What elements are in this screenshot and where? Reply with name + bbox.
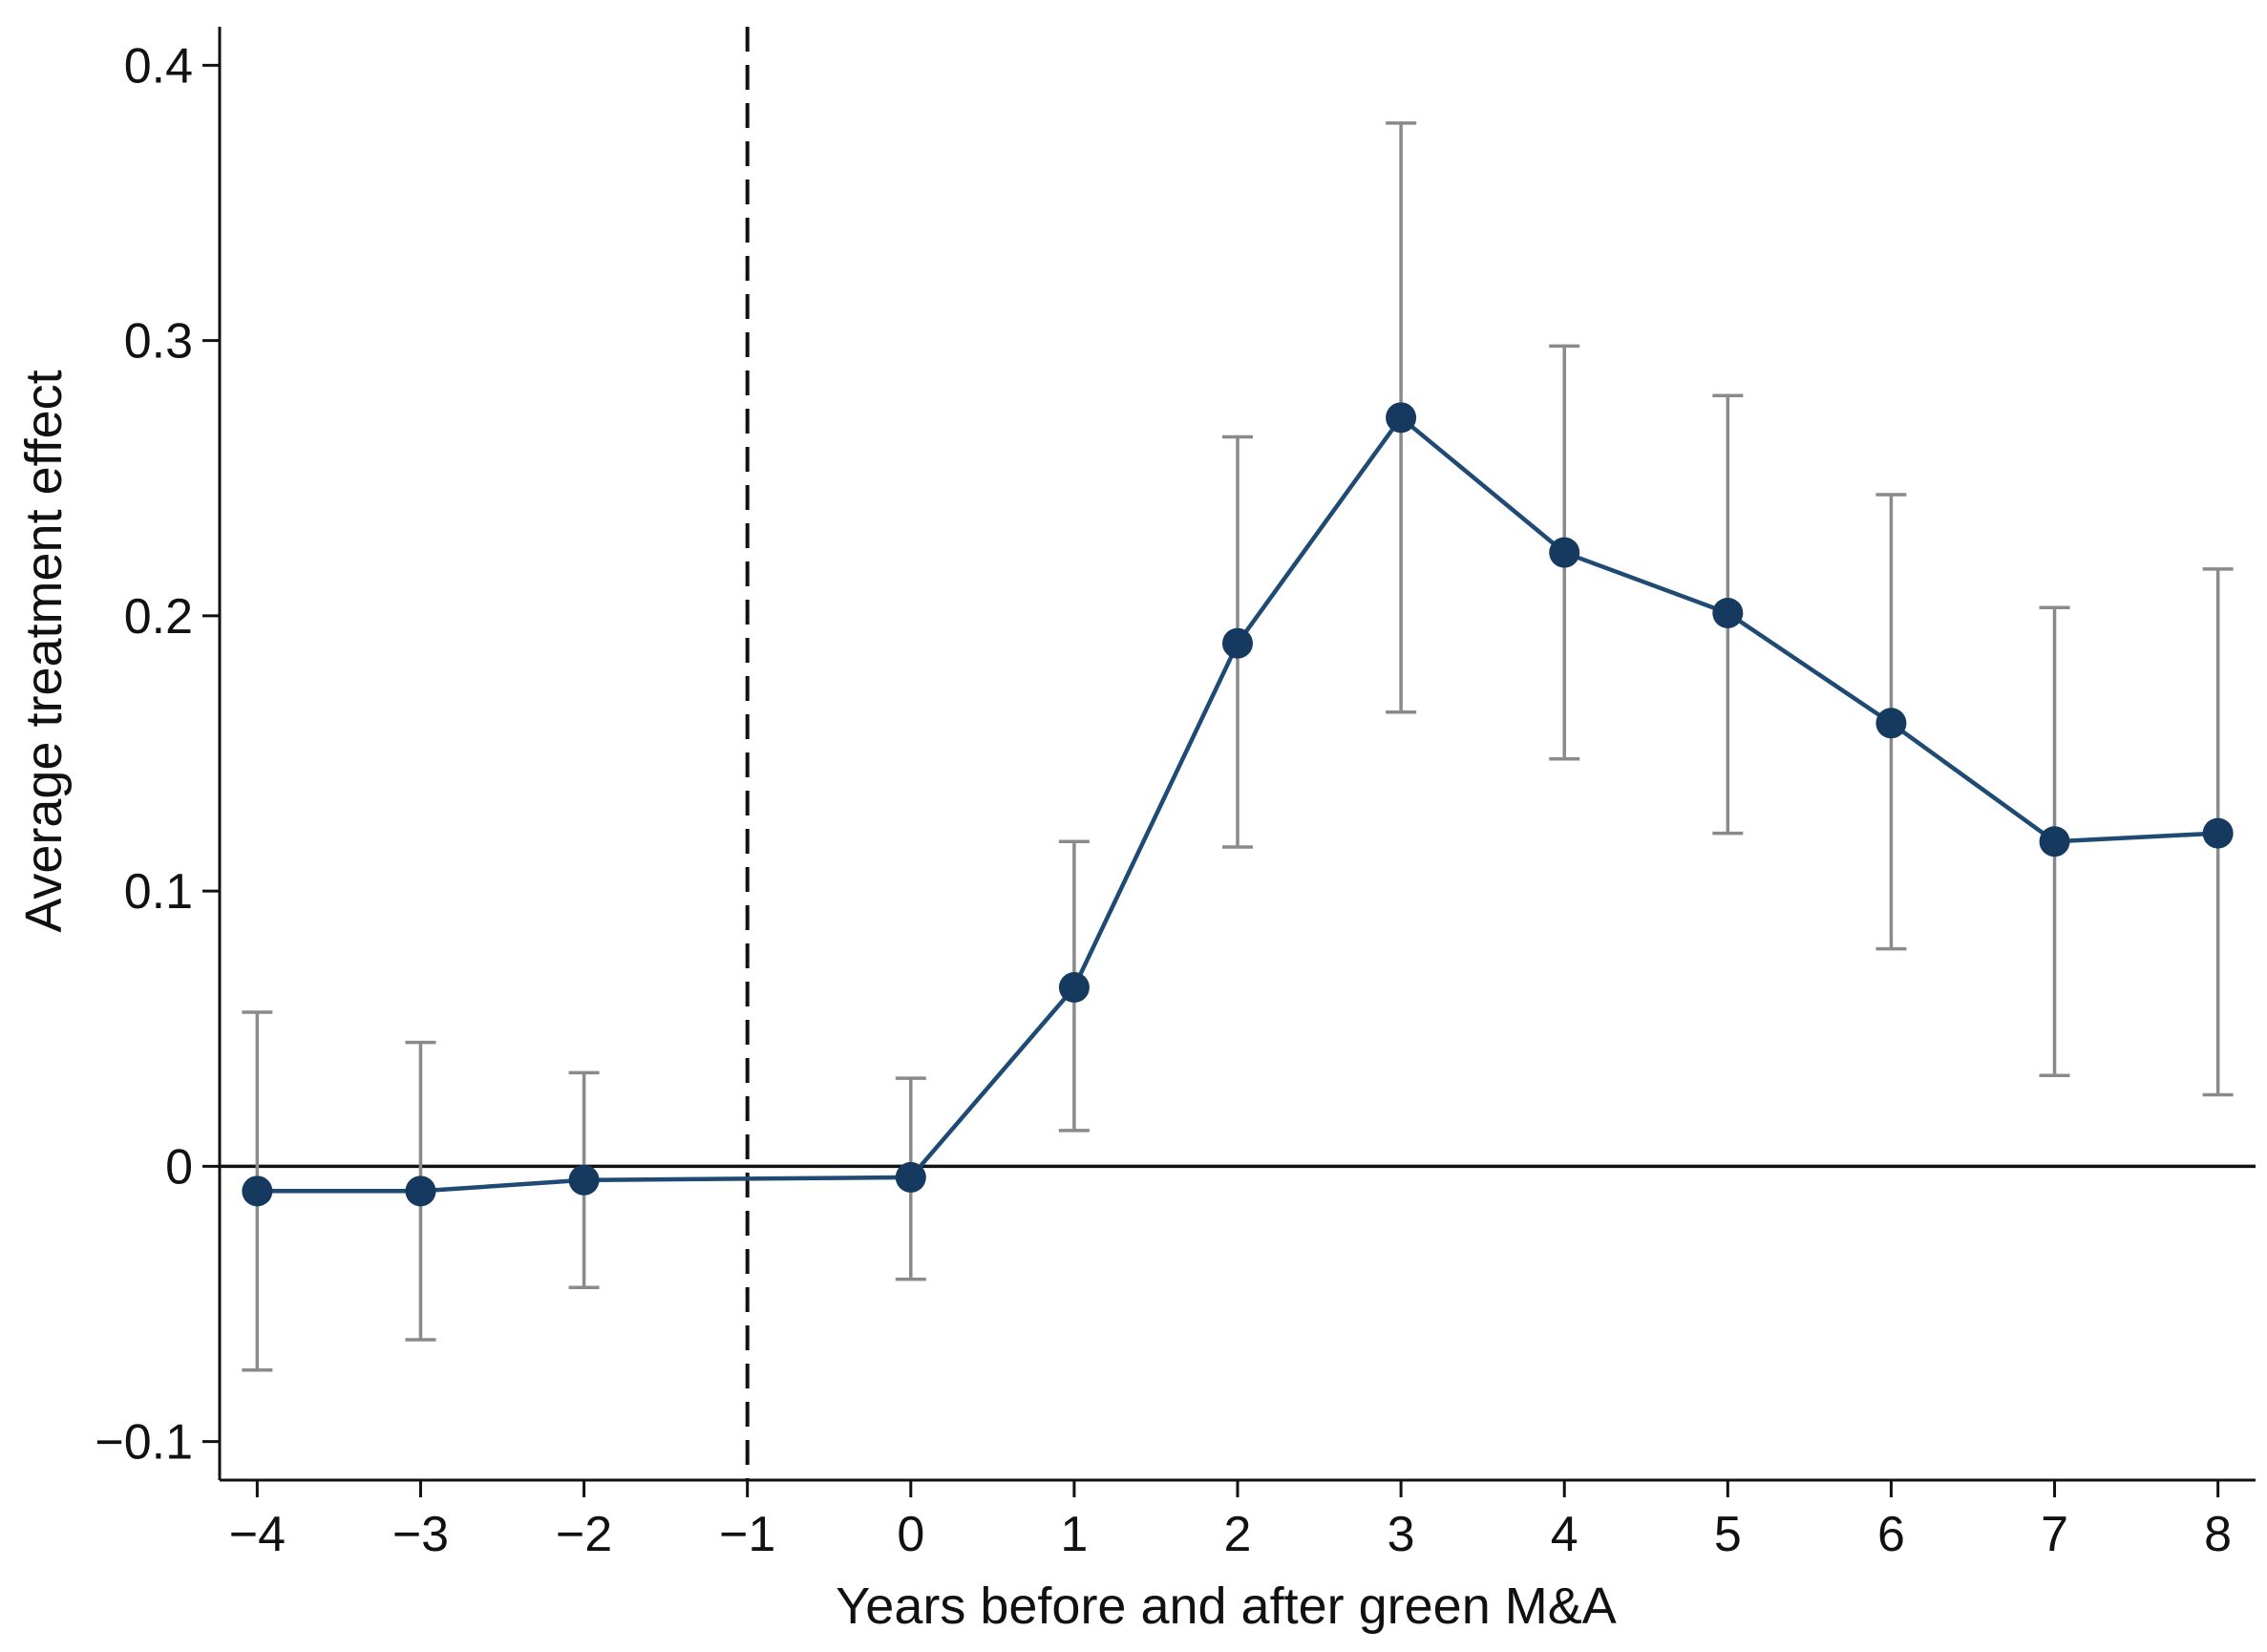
data-point (1058, 972, 1090, 1004)
data-point (1875, 708, 1907, 739)
y-tick-label: 0.2 (124, 589, 193, 645)
x-axis-title: Years before and after green M&A (836, 1578, 1617, 1635)
data-point (568, 1164, 600, 1196)
data-point (242, 1175, 273, 1207)
x-tick-label: 0 (897, 1507, 924, 1562)
x-tick-label: 2 (1224, 1507, 1252, 1562)
x-tick-label: 8 (2204, 1507, 2232, 1562)
tick-labels: −0.1 0 0.1 0.2 0.3 0.4 −4 −3 −2 −1 0 1 2 3 4 5 6 7 8 (95, 38, 2232, 1562)
data-point (1712, 597, 1744, 628)
data-point (895, 1161, 926, 1193)
data-point (2039, 826, 2070, 858)
data-point (1222, 627, 1253, 659)
data-point (2202, 817, 2234, 849)
x-tick-label: 3 (1388, 1507, 1415, 1562)
y-axis-title: Average treatment effect (15, 370, 73, 932)
data-point (1549, 537, 1580, 568)
y-tick-label: 0.4 (124, 38, 193, 94)
x-tick-label: 1 (1060, 1507, 1088, 1562)
series-line-path (257, 415, 2218, 1194)
y-tick-label: 0.3 (124, 314, 193, 370)
y-tick-label: 0 (165, 1139, 193, 1195)
x-tick-label: −4 (229, 1507, 286, 1562)
y-tick-label: 0.1 (124, 864, 193, 920)
x-tick-label: −3 (392, 1507, 449, 1562)
y-tick-label: −0.1 (95, 1415, 193, 1471)
x-tick-label: 6 (1877, 1507, 1905, 1562)
x-tick-label: −1 (719, 1507, 775, 1562)
series-line (257, 415, 2218, 1194)
data-point (405, 1175, 436, 1207)
x-tick-label: −2 (556, 1507, 612, 1562)
axes (202, 27, 2256, 1497)
x-tick-label: 7 (2041, 1507, 2068, 1562)
x-tick-label: 4 (1551, 1507, 1578, 1562)
reference-lines (220, 27, 2256, 1480)
data-points (242, 402, 2234, 1207)
data-point (1386, 402, 1417, 434)
x-tick-label: 5 (1714, 1507, 1742, 1562)
